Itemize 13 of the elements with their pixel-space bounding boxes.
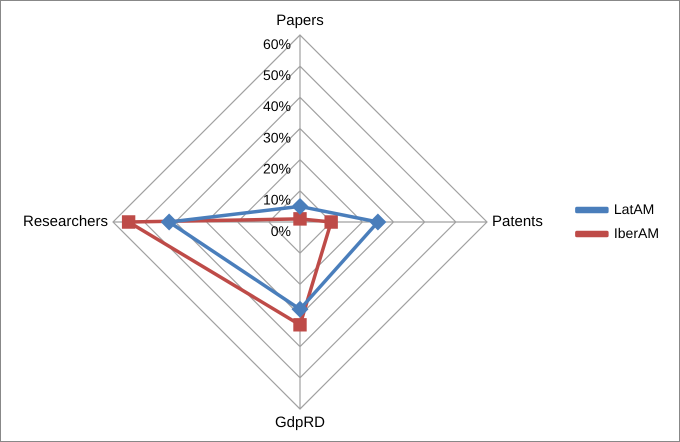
spoke-label: Papers bbox=[276, 12, 324, 30]
y-tick-label: 30% bbox=[262, 129, 291, 146]
y-tick-label: 0% bbox=[270, 222, 291, 239]
y-tick-label: 40% bbox=[262, 98, 291, 114]
legend-label: LatAM bbox=[614, 200, 654, 217]
y-tick-label: 50% bbox=[262, 67, 291, 84]
legend-label: IberAM bbox=[614, 224, 659, 241]
y-tick-label: 20% bbox=[262, 160, 291, 177]
spoke-label: GdpRD bbox=[274, 414, 326, 432]
y-tick-label: 60% bbox=[262, 36, 291, 52]
spoke-label: Researchers bbox=[22, 213, 108, 230]
y-tick-label: 10% bbox=[262, 192, 291, 208]
spoke-label: Patents bbox=[492, 213, 543, 230]
